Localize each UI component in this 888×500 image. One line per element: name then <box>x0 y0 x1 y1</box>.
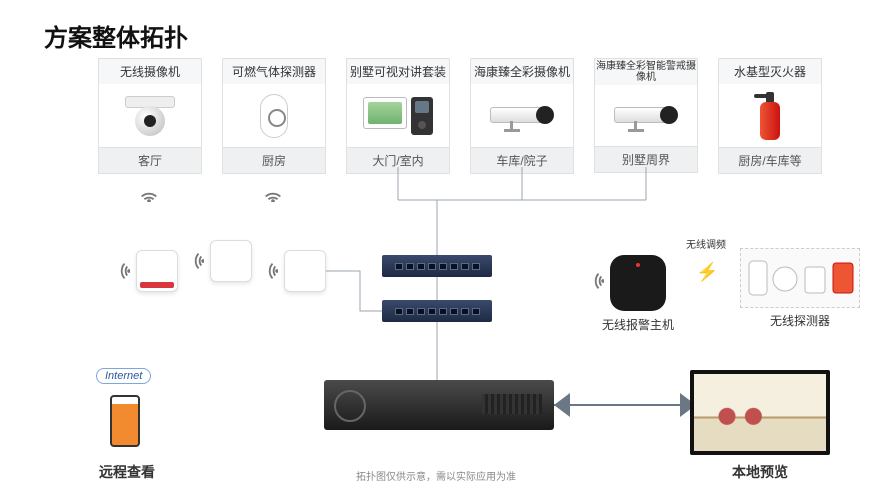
device-box-4: 海康臻全彩智能警戒摄像机 别墅周界 <box>594 58 698 173</box>
wifi-icon <box>108 260 130 282</box>
wifi-icon <box>582 270 604 292</box>
wifi-icon <box>256 260 278 282</box>
access-point-icon <box>210 240 252 282</box>
device-icon-intercom <box>346 84 450 148</box>
device-name: 水基型灭火器 <box>718 58 822 84</box>
footer-note: 拓扑图仅供示意，需以实际应用为准 <box>356 468 516 483</box>
device-location: 大门/室内 <box>346 148 450 174</box>
page-title: 方案整体拓扑 <box>44 18 188 53</box>
device-icon-cam-dome <box>98 84 202 148</box>
wifi-icon <box>262 180 284 202</box>
device-icon-extinguisher <box>718 84 822 148</box>
device-location: 厨房 <box>222 148 326 174</box>
network-switch-icon <box>382 300 492 322</box>
device-box-5: 水基型灭火器 厨房/车库等 <box>718 58 822 174</box>
alarm-host-label: 无线报警主机 <box>598 316 678 333</box>
device-name: 可燃气体探测器 <box>222 58 326 84</box>
device-icon-gas <box>222 84 326 148</box>
local-preview-label: 本地预览 <box>720 462 800 482</box>
wifi-icon <box>138 180 160 202</box>
nvr-icon <box>324 380 554 430</box>
device-location: 客厅 <box>98 148 202 174</box>
access-point-icon <box>136 250 178 292</box>
internet-tag: Internet <box>96 368 151 384</box>
device-icon-cam-bullet <box>594 85 698 147</box>
tv-monitor-icon <box>690 370 830 455</box>
device-name: 海康臻全彩摄像机 <box>470 58 574 84</box>
network-switch-icon <box>382 255 492 277</box>
remote-view-label: 远程查看 <box>92 462 162 482</box>
device-location: 车库/院子 <box>470 148 574 174</box>
device-box-2: 别墅可视对讲套装 大门/室内 <box>346 58 450 174</box>
device-location: 别墅周界 <box>594 147 698 173</box>
wifi-icon <box>182 250 204 272</box>
alarm-host-icon <box>610 255 666 311</box>
device-icon-cam-bullet <box>470 84 574 148</box>
device-name: 海康臻全彩智能警戒摄像机 <box>594 58 698 85</box>
wireless-detectors-icon <box>740 248 860 308</box>
access-point-icon <box>284 250 326 292</box>
wireless-rf-label: 无线调频 <box>684 240 728 251</box>
device-name: 无线摄像机 <box>98 58 202 84</box>
device-box-1: 可燃气体探测器 厨房 <box>222 58 326 174</box>
device-box-3: 海康臻全彩摄像机 车库/院子 <box>470 58 574 174</box>
smartphone-icon <box>110 395 140 447</box>
device-location: 厨房/车库等 <box>718 148 822 174</box>
arrow-left-icon <box>554 393 570 417</box>
device-name: 别墅可视对讲套装 <box>346 58 450 84</box>
detectors-label: 无线探测器 <box>760 312 840 329</box>
lightning-icon: ⚡ <box>696 262 718 283</box>
device-box-0: 无线摄像机 客厅 <box>98 58 202 174</box>
